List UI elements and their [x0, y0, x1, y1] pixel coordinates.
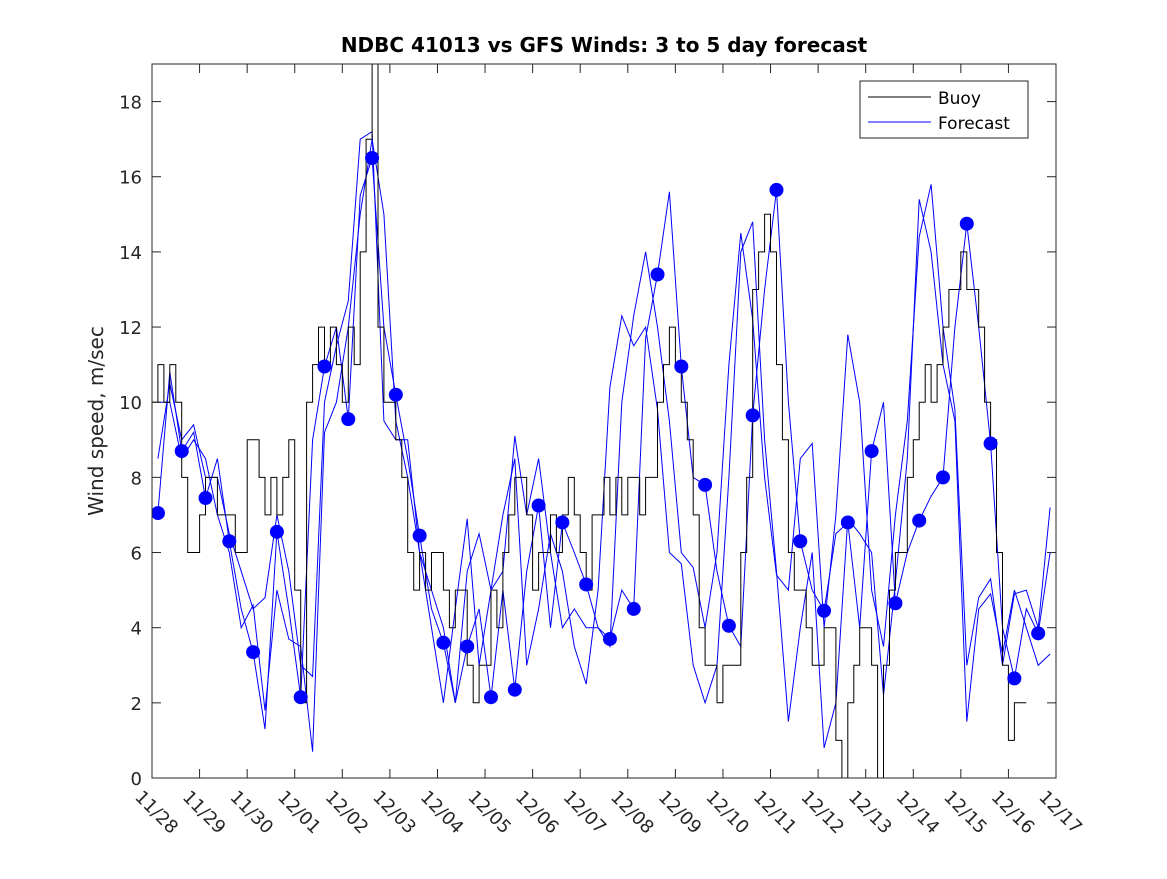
y-axis-label: Wind speed, m/sec [84, 326, 108, 516]
legend: Buoy Forecast [859, 80, 1029, 139]
forecast-marker [1031, 626, 1046, 641]
series-layer [152, 64, 1051, 778]
y-tick-label: 8 [131, 468, 142, 489]
y-tick-label: 18 [119, 93, 142, 114]
forecast-marker [626, 601, 641, 616]
y-tick-label: 16 [119, 168, 142, 189]
forecast-marker [341, 412, 356, 427]
forecast-marker [769, 182, 784, 197]
forecast-marker [198, 491, 213, 506]
forecast-marker [317, 359, 332, 374]
plot-area [152, 64, 1051, 778]
legend-forecast-label: Forecast [938, 114, 1010, 134]
forecast-marker [721, 618, 736, 633]
forecast-marker [817, 603, 832, 618]
forecast-marker [269, 524, 284, 539]
y-tick-label: 0 [131, 769, 142, 790]
forecast-marker [698, 477, 713, 492]
forecast-marker [840, 515, 855, 530]
forecast-marker [484, 690, 498, 705]
forecast-marker [412, 528, 427, 543]
legend-buoy-label: Buoy [938, 89, 981, 109]
forecast-marker [793, 534, 808, 549]
forecast-marker [936, 470, 950, 485]
forecast-marker [152, 506, 165, 521]
forecast-marker [745, 408, 760, 423]
forecast-marker [293, 690, 308, 705]
forecast-marker [460, 639, 475, 654]
forecast-marker [983, 436, 998, 451]
forecast-marker [602, 631, 617, 646]
y-tick-label: 10 [119, 393, 142, 414]
forecast-marker [222, 534, 237, 549]
forecast-marker [579, 577, 594, 592]
legend-box [859, 80, 1029, 139]
forecast-marker [1007, 671, 1022, 686]
forecast-marker [864, 444, 879, 459]
y-tick-label: 14 [119, 243, 142, 264]
forecast-marker [674, 359, 689, 374]
y-tick-label: 4 [131, 619, 142, 640]
forecast-marker [650, 267, 665, 282]
axes-box [151, 63, 1057, 779]
forecast-marker [555, 515, 570, 530]
y-tick-label: 2 [131, 694, 142, 715]
forecast-marker [388, 387, 403, 402]
chart-title: NDBC 41013 vs GFS Winds: 3 to 5 day fore… [341, 33, 868, 57]
forecast-marker [912, 513, 927, 528]
forecast-marker [888, 596, 903, 611]
forecast-marker [531, 498, 546, 513]
forecast-marker [174, 444, 189, 459]
forecast-marker [507, 682, 522, 697]
y-tick-label: 6 [131, 544, 142, 565]
forecast-marker [365, 150, 380, 165]
forecast-marker [246, 645, 261, 660]
y-tick-label: 12 [119, 318, 142, 339]
forecast-marker [959, 216, 974, 231]
forecast-marker [436, 635, 451, 650]
